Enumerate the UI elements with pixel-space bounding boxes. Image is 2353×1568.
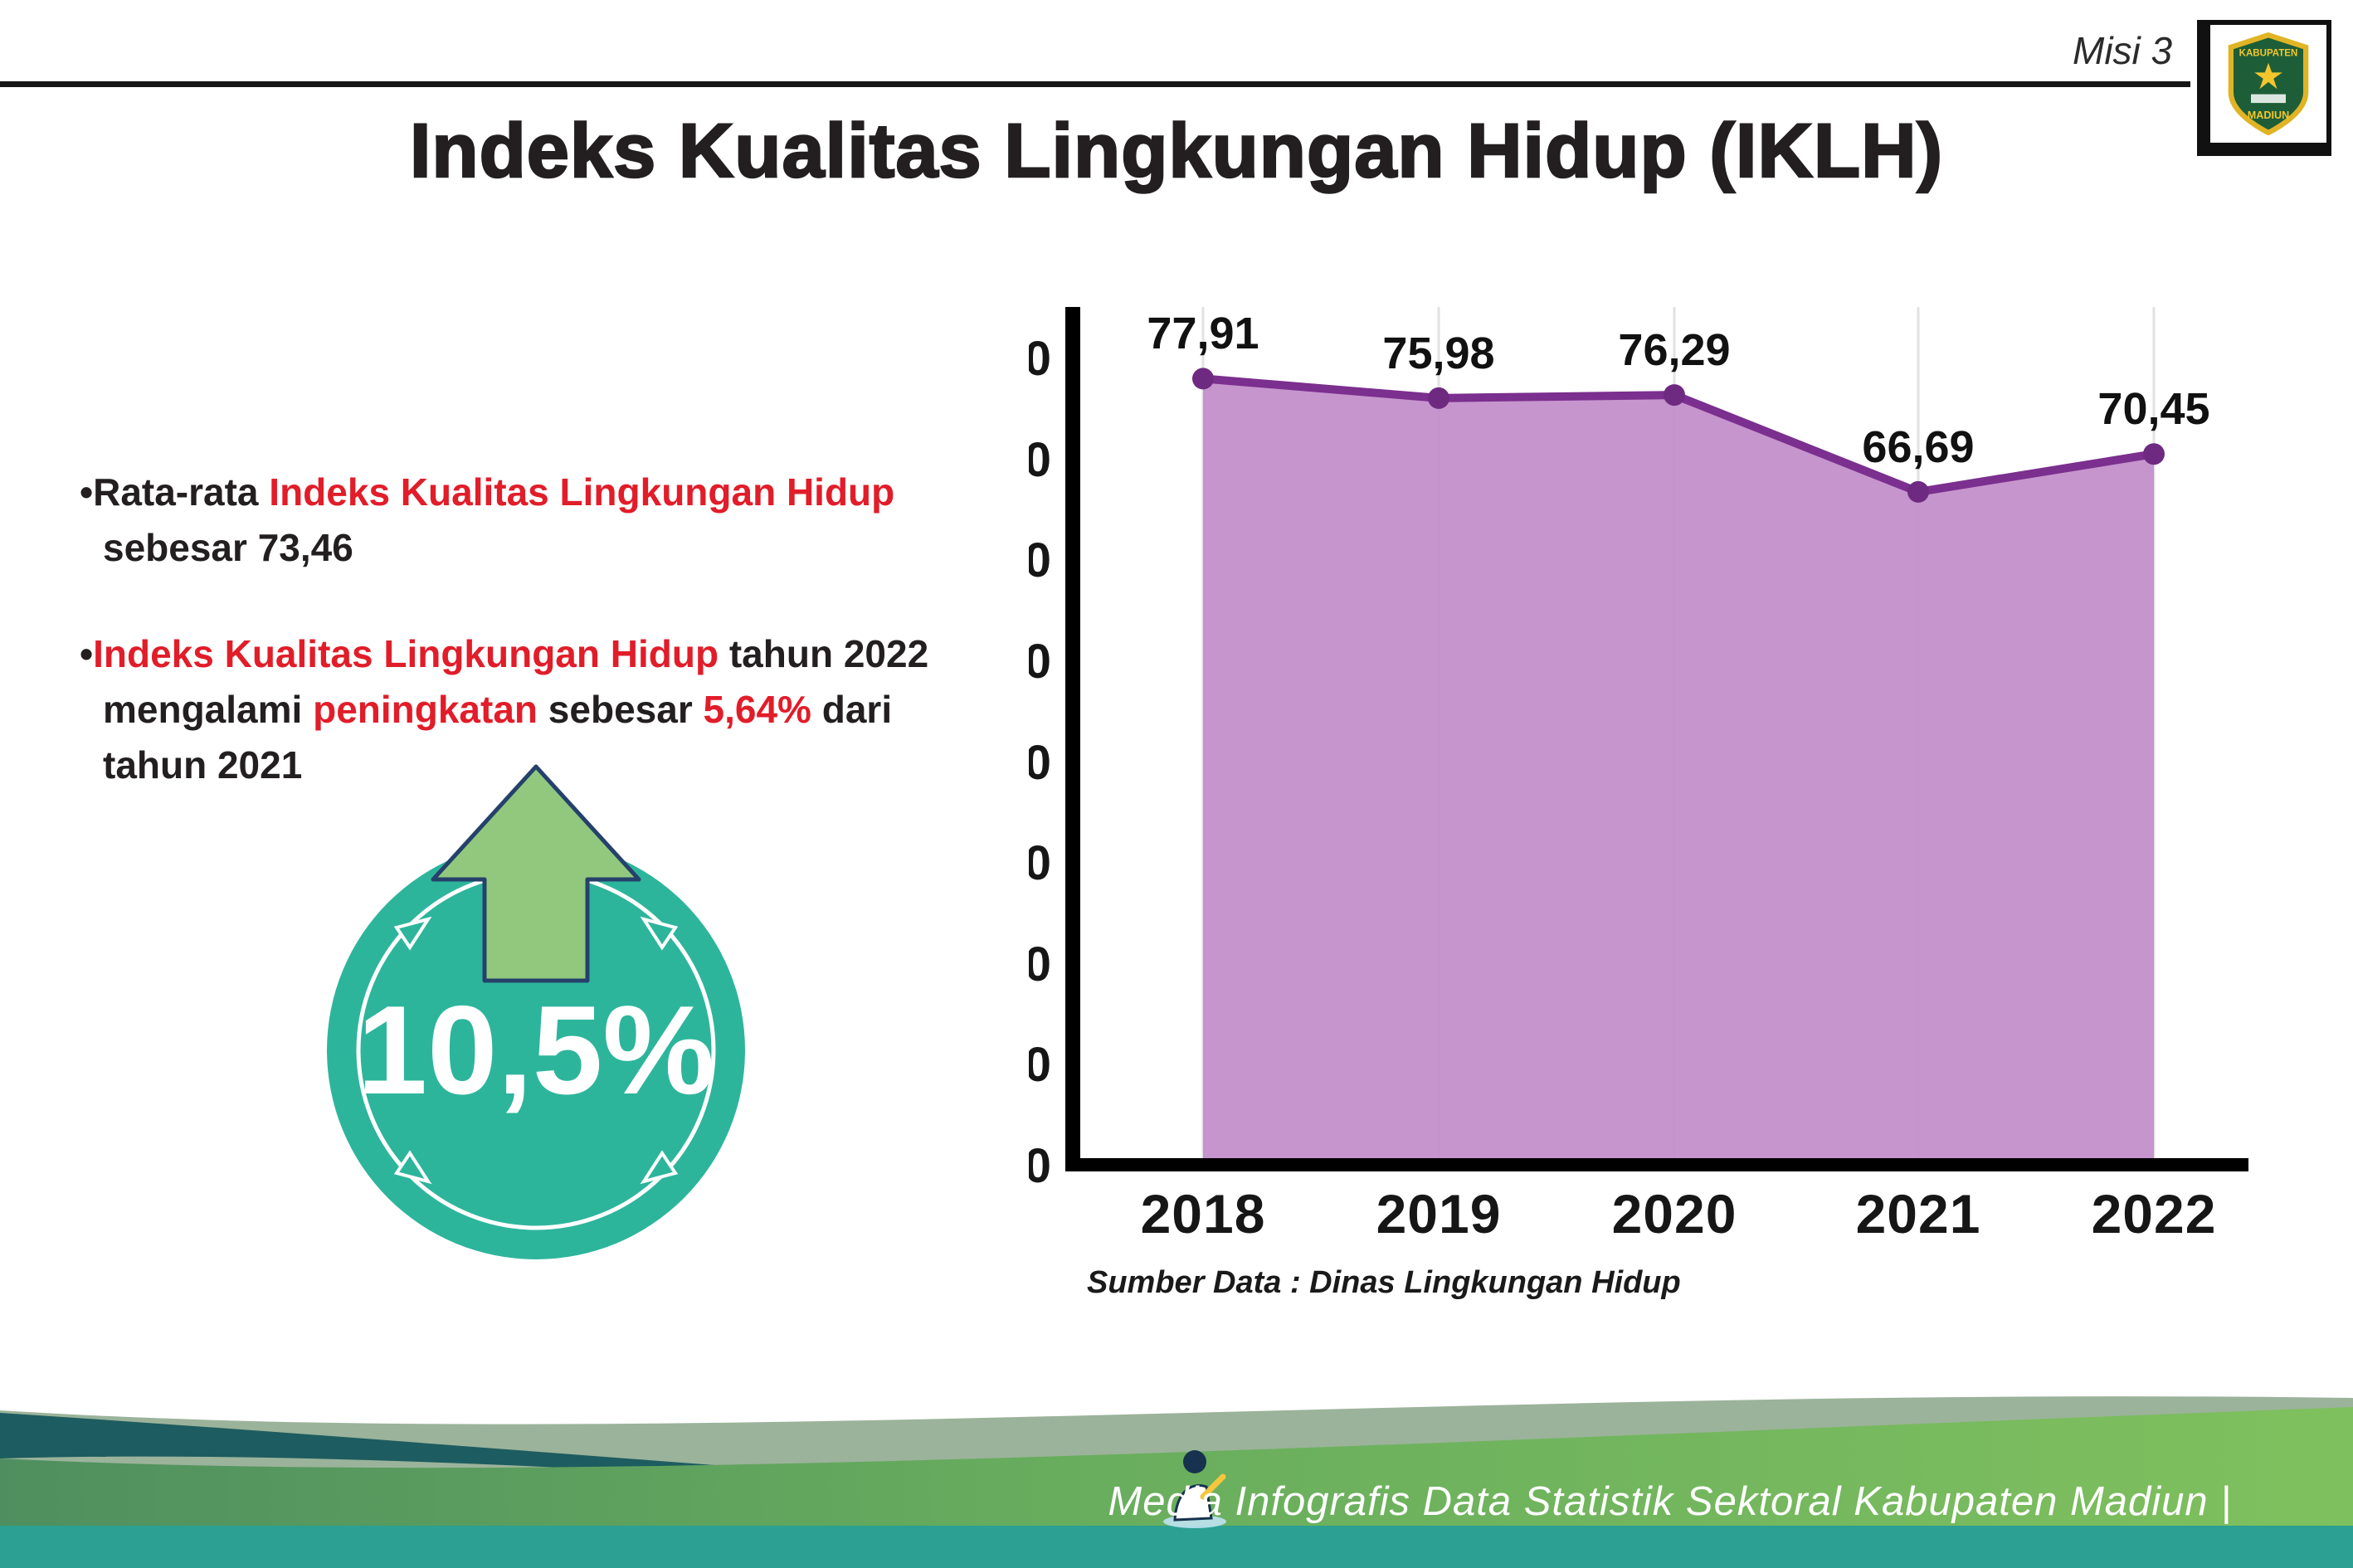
logo-bottom-text: MADIUN	[2248, 110, 2289, 121]
y-tick-label: 10	[1029, 1038, 1051, 1092]
summary-bullets: •Rata-rata Indeks Kualitas Lingkungan Hi…	[80, 465, 984, 844]
iklh-area-chart: 77,91 75,98 76,29 66,69 70,45 0 10 20 30 40 50 60 70…	[1029, 307, 2248, 1244]
bullet-increase-percent: 5,64%	[703, 688, 811, 732]
series-line	[1199, 374, 2158, 496]
y-tick-label: 70	[1029, 433, 1051, 487]
footer-bottom-strip	[0, 1526, 2353, 1568]
badge-circle	[327, 841, 745, 1259]
chart-source-label: Sumber Data : Dinas Lingkungan Hidup	[1087, 1265, 1681, 1300]
page-title: Indeks Kualitas Lingkungan Hidup (IKLH)	[409, 108, 1944, 195]
kabupaten-madiun-shield-icon: KABUPATEN MADIUN	[2228, 32, 2309, 136]
logo-star-icon	[2254, 62, 2282, 90]
bullet-increase-highlight-1: Indeks Kualitas Lingkungan Hidup	[93, 632, 719, 676]
bullet-increase-text-1: tahun 2022 mengalami	[103, 632, 929, 732]
data-label: 77,91	[1147, 309, 1259, 358]
y-tick-label: 50	[1029, 635, 1051, 689]
ring-triangle-icon	[640, 916, 679, 951]
increase-percentage-badge: 10,5%	[327, 764, 745, 1259]
top-divider-rule	[0, 81, 2190, 87]
data-point	[1664, 384, 1685, 407]
x-tick-label: 2019	[1376, 1183, 1502, 1244]
bullet-avg-highlight: Indeks Kualitas Lingkungan Hidup	[269, 470, 895, 514]
data-label: 66,69	[1862, 422, 1974, 472]
bullet-increase-iklh: •Indeks Kualitas Lingkungan Hidup tahun …	[80, 626, 984, 792]
bullet-avg-value: sebesar 73,46	[103, 525, 353, 569]
badge-percentage-value: 10,5%	[358, 980, 715, 1121]
y-tick-label: 30	[1029, 836, 1051, 890]
data-point	[1907, 480, 1929, 503]
data-label: 76,29	[1618, 325, 1730, 375]
footer-waves	[0, 1396, 2353, 1568]
x-tick-label: 2018	[1141, 1183, 1266, 1244]
bullet-avg-text: •Rata-rata	[80, 470, 270, 514]
kabupaten-madiun-logo: KABUPATEN MADIUN	[2197, 20, 2331, 156]
footer-dark-wave	[0, 1413, 1095, 1492]
footer-mascot-icon	[1163, 1450, 1226, 1528]
ring-triangle-icon	[640, 1150, 679, 1185]
data-label: 70,45	[2097, 384, 2209, 434]
up-arrow-icon	[431, 764, 641, 983]
bullet-increase-text-2: sebesar	[538, 688, 704, 732]
bullet-increase-text-3: dari tahun 2021	[103, 688, 893, 786]
x-tick-label: 2022	[2092, 1183, 2217, 1244]
data-point	[1428, 387, 1449, 409]
x-tick-label: 2020	[1612, 1183, 1737, 1244]
footer-caption: Media Infografis Data Statistik Sektoral…	[1108, 1479, 2232, 1524]
area-fill	[1203, 378, 2154, 1165]
y-tick-label: 20	[1029, 937, 1051, 991]
data-point	[1192, 368, 1214, 390]
data-point	[2143, 443, 2165, 465]
ring-triangle-icon	[393, 916, 432, 951]
logo-top-text: KABUPATEN	[2239, 48, 2298, 58]
y-tick-label: 80	[1029, 332, 1051, 386]
bullet-average-iklh: •Rata-rata Indeks Kualitas Lingkungan Hi…	[80, 465, 984, 575]
y-tick-label: 40	[1029, 736, 1051, 790]
bullet-increase-highlight-2: peningkatan	[313, 688, 538, 732]
bullet-marker: •	[80, 632, 94, 676]
ring-triangle-icon	[393, 1150, 432, 1185]
y-tick-label: 60	[1029, 533, 1051, 587]
y-tick-label: 0	[1029, 1139, 1051, 1193]
data-label: 75,98	[1382, 329, 1494, 378]
misi-label: Misi 3	[2073, 29, 2173, 72]
logo-banner	[2251, 94, 2286, 104]
x-tick-label: 2021	[1856, 1183, 1981, 1244]
